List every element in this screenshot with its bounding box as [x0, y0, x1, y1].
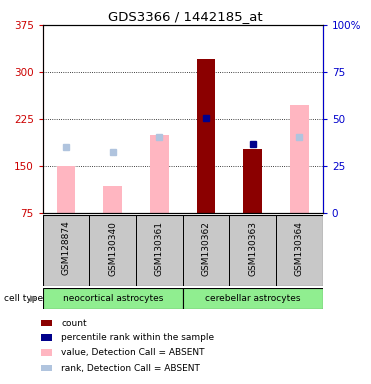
Text: count: count [61, 319, 87, 328]
Text: GSM128874: GSM128874 [62, 221, 70, 275]
Bar [43, 288, 183, 309]
Bar [41, 334, 53, 341]
Bar [197, 60, 216, 213]
Text: GDS3366 / 1442185_at: GDS3366 / 1442185_at [108, 10, 263, 23]
Text: cerebellar astrocytes: cerebellar astrocytes [205, 294, 301, 303]
Bar [89, 215, 136, 286]
Text: GSM130361: GSM130361 [155, 221, 164, 276]
Bar [41, 365, 53, 371]
Bar [290, 104, 309, 213]
Text: percentile rank within the sample: percentile rank within the sample [61, 333, 214, 342]
Bar [43, 215, 89, 286]
Bar [136, 215, 183, 286]
Bar [57, 166, 75, 213]
Bar [229, 215, 276, 286]
Text: value, Detection Call = ABSENT: value, Detection Call = ABSENT [61, 348, 205, 357]
Bar [276, 215, 323, 286]
Bar [243, 149, 262, 213]
Bar [150, 135, 169, 213]
Text: rank, Detection Call = ABSENT: rank, Detection Call = ABSENT [61, 364, 200, 372]
Bar [41, 349, 53, 356]
Text: neocortical astrocytes: neocortical astrocytes [62, 294, 163, 303]
Text: GSM130362: GSM130362 [201, 221, 211, 276]
Text: GSM130363: GSM130363 [248, 221, 257, 276]
Text: cell type: cell type [4, 294, 43, 303]
Bar [183, 288, 323, 309]
Text: GSM130364: GSM130364 [295, 221, 304, 276]
Bar [41, 319, 53, 326]
Text: ▶: ▶ [30, 294, 37, 303]
Text: GSM130340: GSM130340 [108, 221, 117, 276]
Bar [183, 215, 229, 286]
Bar [104, 186, 122, 213]
